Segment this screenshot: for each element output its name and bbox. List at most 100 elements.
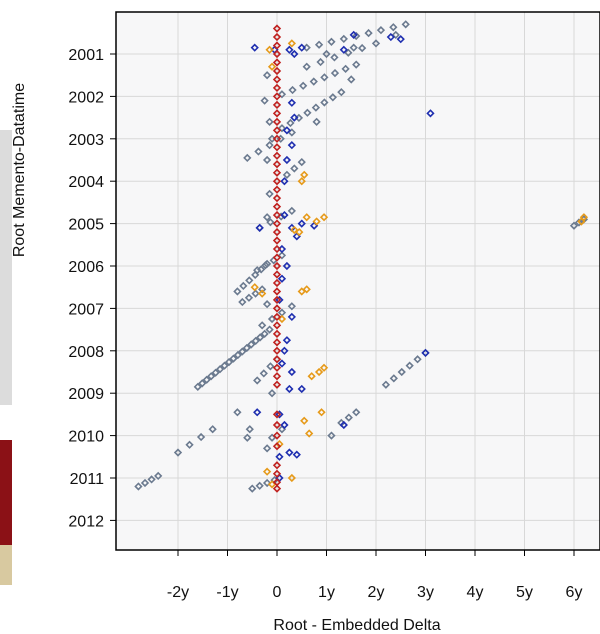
data-point <box>260 96 269 105</box>
data-point <box>272 117 282 126</box>
data-point <box>248 484 257 493</box>
data-point <box>347 75 356 84</box>
data-point <box>285 448 294 457</box>
data-point <box>272 355 282 364</box>
data-point <box>265 141 274 150</box>
data-point <box>262 259 272 269</box>
left-edge-strip <box>0 0 12 634</box>
data-point <box>243 433 252 442</box>
data-point <box>282 155 292 165</box>
data-point <box>250 43 259 52</box>
data-point <box>280 420 289 430</box>
data-point <box>196 432 206 442</box>
data-point <box>413 355 422 364</box>
data-point <box>272 431 282 440</box>
data-point <box>272 49 282 59</box>
data-point <box>272 24 282 33</box>
data-point <box>389 374 398 383</box>
data-point <box>376 26 386 35</box>
data-point <box>262 444 272 453</box>
data-point <box>381 380 391 389</box>
data-point <box>327 37 336 46</box>
data-point <box>272 261 282 271</box>
x-tick-label: -2y <box>167 584 189 601</box>
data-point <box>277 359 287 368</box>
data-point <box>311 103 321 112</box>
data-point <box>202 375 211 384</box>
data-point <box>305 429 314 438</box>
data-point <box>290 49 299 59</box>
data-point <box>233 350 243 360</box>
data-point <box>282 261 292 271</box>
data-point <box>259 369 268 378</box>
y-axis-ticks: 2001 2002 2003 2004 2005 2006 2007 2008 2009 2010… <box>68 47 116 530</box>
data-point <box>339 34 348 44</box>
data-point <box>245 425 254 434</box>
data-point <box>299 81 308 90</box>
data-point <box>267 62 277 71</box>
data-point <box>303 108 312 117</box>
data-point <box>309 77 318 86</box>
data-points <box>134 20 589 493</box>
y-tick-label: 2007 <box>68 301 104 318</box>
data-point <box>257 265 266 274</box>
data-point <box>193 382 202 391</box>
data-point <box>280 346 289 355</box>
data-point <box>297 177 306 186</box>
data-point <box>272 168 282 177</box>
data-point <box>258 285 267 294</box>
data-point <box>258 289 267 298</box>
y-tick-label: 2005 <box>68 217 104 234</box>
data-point <box>198 379 207 388</box>
data-point <box>255 223 264 232</box>
data-point <box>266 218 275 227</box>
data-point <box>262 300 272 309</box>
data-point <box>272 244 282 254</box>
data-point <box>288 85 297 95</box>
data-point <box>262 155 272 165</box>
data-point <box>285 45 294 54</box>
data-point <box>272 160 282 169</box>
data-point <box>272 329 282 338</box>
data-point <box>265 45 274 54</box>
data-point <box>282 336 292 345</box>
data-point <box>290 113 299 122</box>
data-point <box>272 363 282 372</box>
data-point <box>312 117 321 126</box>
data-point <box>256 333 265 342</box>
grid-lines <box>116 12 600 550</box>
data-point <box>266 362 275 371</box>
data-point <box>242 343 251 353</box>
data-point <box>154 471 163 481</box>
data-point <box>272 100 282 110</box>
strip-segment-dark-red <box>0 440 12 545</box>
data-point <box>272 270 282 279</box>
data-point <box>275 410 284 419</box>
data-point <box>238 347 247 356</box>
y-tick-label: 2001 <box>68 47 104 64</box>
data-point <box>280 177 289 186</box>
data-point <box>341 64 350 73</box>
data-point <box>262 213 272 222</box>
data-point <box>272 32 282 42</box>
data-point <box>262 467 272 476</box>
y-tick-label: 2004 <box>68 174 104 191</box>
strip-segment-tan <box>0 545 12 585</box>
data-point <box>391 30 400 40</box>
y-tick-label: 2009 <box>68 386 104 403</box>
y-tick-label: 2002 <box>68 89 104 106</box>
data-point <box>401 20 410 29</box>
data-point <box>285 384 294 394</box>
data-point <box>386 32 395 42</box>
data-point <box>262 71 272 80</box>
data-point <box>250 283 259 292</box>
data-point <box>286 118 295 128</box>
strip-segment-light-gray <box>0 130 12 405</box>
data-point <box>272 194 282 203</box>
data-point <box>297 384 306 394</box>
x-tick-label: 6y <box>566 584 583 601</box>
data-point <box>272 219 282 228</box>
data-point <box>282 170 292 179</box>
x-tick-label: -1y <box>216 584 238 601</box>
data-point <box>287 312 296 322</box>
